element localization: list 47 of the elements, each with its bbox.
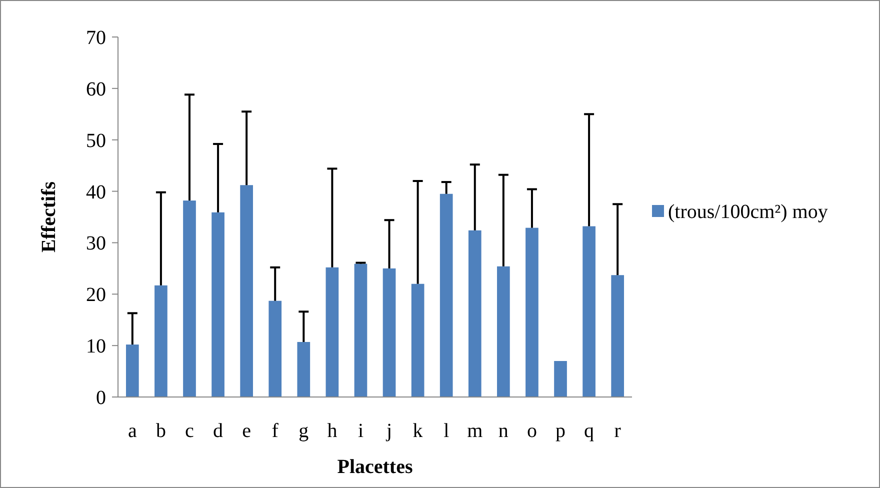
legend-label: (trous/100cm²) moy <box>668 201 828 223</box>
bar <box>468 230 482 397</box>
y-tick-label: 50 <box>86 130 106 152</box>
y-tick-label: 0 <box>96 387 106 409</box>
x-tick-label: c <box>185 420 194 442</box>
bar <box>354 264 368 397</box>
x-tick-label: r <box>614 420 622 442</box>
bar <box>268 300 282 397</box>
y-tick-label: 40 <box>86 181 106 204</box>
y-tick-label: 30 <box>86 232 106 255</box>
y-axis-title: Effectifs <box>38 181 60 253</box>
bar <box>212 212 224 397</box>
x-tick-label: l <box>444 420 450 442</box>
x-tick-label: g <box>298 420 309 442</box>
x-tick-label: h <box>327 420 338 442</box>
bar <box>126 344 139 397</box>
bar <box>611 275 624 397</box>
x-tick-label: p <box>556 420 566 442</box>
y-tick-label: 20 <box>86 284 106 306</box>
x-tick-label: o <box>526 420 537 442</box>
bar <box>526 228 538 397</box>
x-tick-label: j <box>385 420 392 442</box>
y-tick-label: 70 <box>86 27 106 49</box>
bar <box>326 267 339 397</box>
x-tick-label: k <box>412 420 423 442</box>
bar <box>183 200 196 397</box>
bar <box>411 284 424 397</box>
x-tick-label: a <box>128 420 137 442</box>
x-tick-label: d <box>213 420 224 442</box>
x-tick-label: q <box>584 420 594 442</box>
y-tick-label: 10 <box>86 336 106 358</box>
bar <box>554 361 567 397</box>
bar <box>154 285 168 397</box>
bar <box>497 266 510 397</box>
x-tick-label: f <box>272 420 279 442</box>
bar <box>382 268 396 397</box>
bar <box>240 185 253 397</box>
y-tick-label: 60 <box>86 78 106 100</box>
bar <box>582 226 596 397</box>
x-tick-label: i <box>358 420 364 442</box>
x-axis-title: Placettes <box>337 456 413 478</box>
bar <box>440 194 453 397</box>
x-tick-label: e <box>242 420 252 442</box>
x-tick-label: n <box>498 420 508 442</box>
bar <box>297 342 310 397</box>
x-tick-label: b <box>156 420 166 442</box>
x-tick-label: m <box>467 420 484 442</box>
